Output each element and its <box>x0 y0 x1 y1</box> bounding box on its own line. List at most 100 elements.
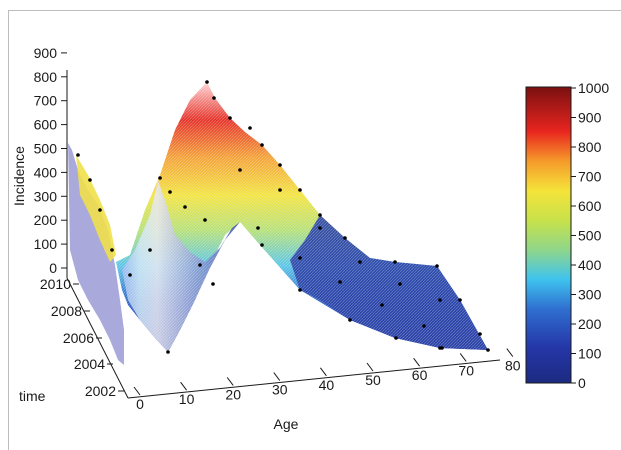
y-tick-label: 2010 <box>40 276 71 292</box>
data-point <box>298 188 302 192</box>
x-tick-mark <box>413 357 421 367</box>
data-point <box>393 260 397 264</box>
data-point <box>198 263 202 267</box>
y-axis-ticks: 2002 2004 2006 2008 2010 <box>40 276 124 399</box>
x-tick-label: 80 <box>505 358 521 374</box>
y-tick-label: 2002 <box>85 383 116 399</box>
x-tick-label: 50 <box>365 372 381 388</box>
z-tick-label: 600 <box>34 117 58 133</box>
z-tick-label: 400 <box>34 164 58 180</box>
z-tick-label: 300 <box>34 188 58 204</box>
x-tick-mark <box>366 362 374 372</box>
frame-border-left <box>8 10 9 450</box>
data-point <box>228 116 232 120</box>
data-point <box>128 273 132 277</box>
x-tick-mark <box>133 386 141 396</box>
surface-mesh-overlay <box>116 82 488 352</box>
y-axis-title: time <box>19 388 46 404</box>
data-point <box>478 332 482 336</box>
data-point <box>168 190 172 194</box>
data-point <box>278 188 282 192</box>
data-point <box>238 168 242 172</box>
data-point <box>422 324 426 328</box>
x-tick-label: 20 <box>225 386 241 402</box>
y-tick-label: 2006 <box>63 330 94 346</box>
data-point <box>348 318 352 322</box>
frame-border-top <box>8 10 621 11</box>
surface-mesh <box>68 80 490 365</box>
data-point <box>166 350 170 354</box>
data-point <box>380 303 384 307</box>
colorbar-tick-label: 600 <box>578 198 602 214</box>
data-point <box>298 288 302 292</box>
colorbar-tick-label: 400 <box>578 257 602 273</box>
data-point <box>256 226 260 230</box>
data-point <box>148 248 152 252</box>
data-point <box>338 280 342 284</box>
data-point <box>318 213 322 217</box>
data-point <box>212 96 216 100</box>
x-axis-title: Age <box>274 416 299 432</box>
data-point <box>438 298 442 302</box>
colorbar-tick-label: 200 <box>578 316 602 332</box>
colorbar-tick-label: 300 <box>578 287 602 303</box>
x-tick-label: 30 <box>272 382 288 398</box>
x-tick-mark <box>506 348 514 357</box>
data-point <box>260 243 264 247</box>
colorbar-tick-label: 800 <box>578 139 602 155</box>
z-tick-label: 0 <box>49 260 57 276</box>
data-point <box>343 236 347 240</box>
data-point <box>260 143 264 147</box>
z-tick-label: 900 <box>34 45 58 61</box>
colorbar-tick-label: 0 <box>578 375 586 391</box>
x-tick-label: 10 <box>179 391 195 407</box>
data-point <box>88 178 92 182</box>
z-tick-label: 200 <box>34 212 58 228</box>
data-point <box>205 80 209 84</box>
x-axis-line <box>127 359 501 399</box>
x-axis-ticks: 0 10 20 30 40 50 60 70 80 <box>133 348 521 412</box>
data-point <box>158 176 162 180</box>
data-point <box>183 205 187 209</box>
data-point <box>458 298 462 302</box>
data-point <box>486 348 490 352</box>
colorbar-tick-label: 1000 <box>578 80 609 96</box>
colorbar <box>525 86 572 384</box>
surface-back-yellow <box>76 155 116 262</box>
colorbar-tick-label: 700 <box>578 169 602 185</box>
z-tick-label: 700 <box>34 93 58 109</box>
colorbar-tick-label: 900 <box>578 110 602 126</box>
surface-data-points <box>76 80 490 354</box>
y-tick-label: 2004 <box>74 356 105 372</box>
data-point <box>398 282 402 286</box>
z-tick-label: 500 <box>34 141 58 157</box>
data-point <box>358 260 362 264</box>
z-tick-label: 800 <box>34 69 58 85</box>
x-tick-mark <box>273 372 281 381</box>
data-point <box>394 336 398 340</box>
x-tick-label: 60 <box>412 367 428 383</box>
data-point <box>248 126 252 130</box>
x-tick-mark <box>459 353 467 362</box>
x-tick-label: 40 <box>319 377 335 393</box>
x-tick-label: 0 <box>136 396 144 412</box>
x-tick-label: 70 <box>458 362 474 378</box>
y-tick-label: 2008 <box>51 303 82 319</box>
data-point <box>318 226 322 230</box>
z-axis-ticks: 0 100 200 300 400 500 600 700 800 900 <box>34 45 67 276</box>
data-point <box>298 256 302 260</box>
x-tick-mark <box>319 367 327 377</box>
z-axis-title: Incidence <box>11 146 27 206</box>
z-tick-label: 100 <box>34 236 58 252</box>
data-point <box>278 163 282 167</box>
data-point <box>438 346 442 350</box>
colorbar-ticks: 0 100 200 300 400 500 600 700 800 900 1000 <box>571 80 609 391</box>
x-tick-mark <box>226 377 234 386</box>
data-point <box>76 153 80 157</box>
colorbar-tick-label: 100 <box>578 346 602 362</box>
data-point <box>435 264 439 268</box>
x-tick-mark <box>180 381 188 391</box>
data-point <box>98 208 102 212</box>
